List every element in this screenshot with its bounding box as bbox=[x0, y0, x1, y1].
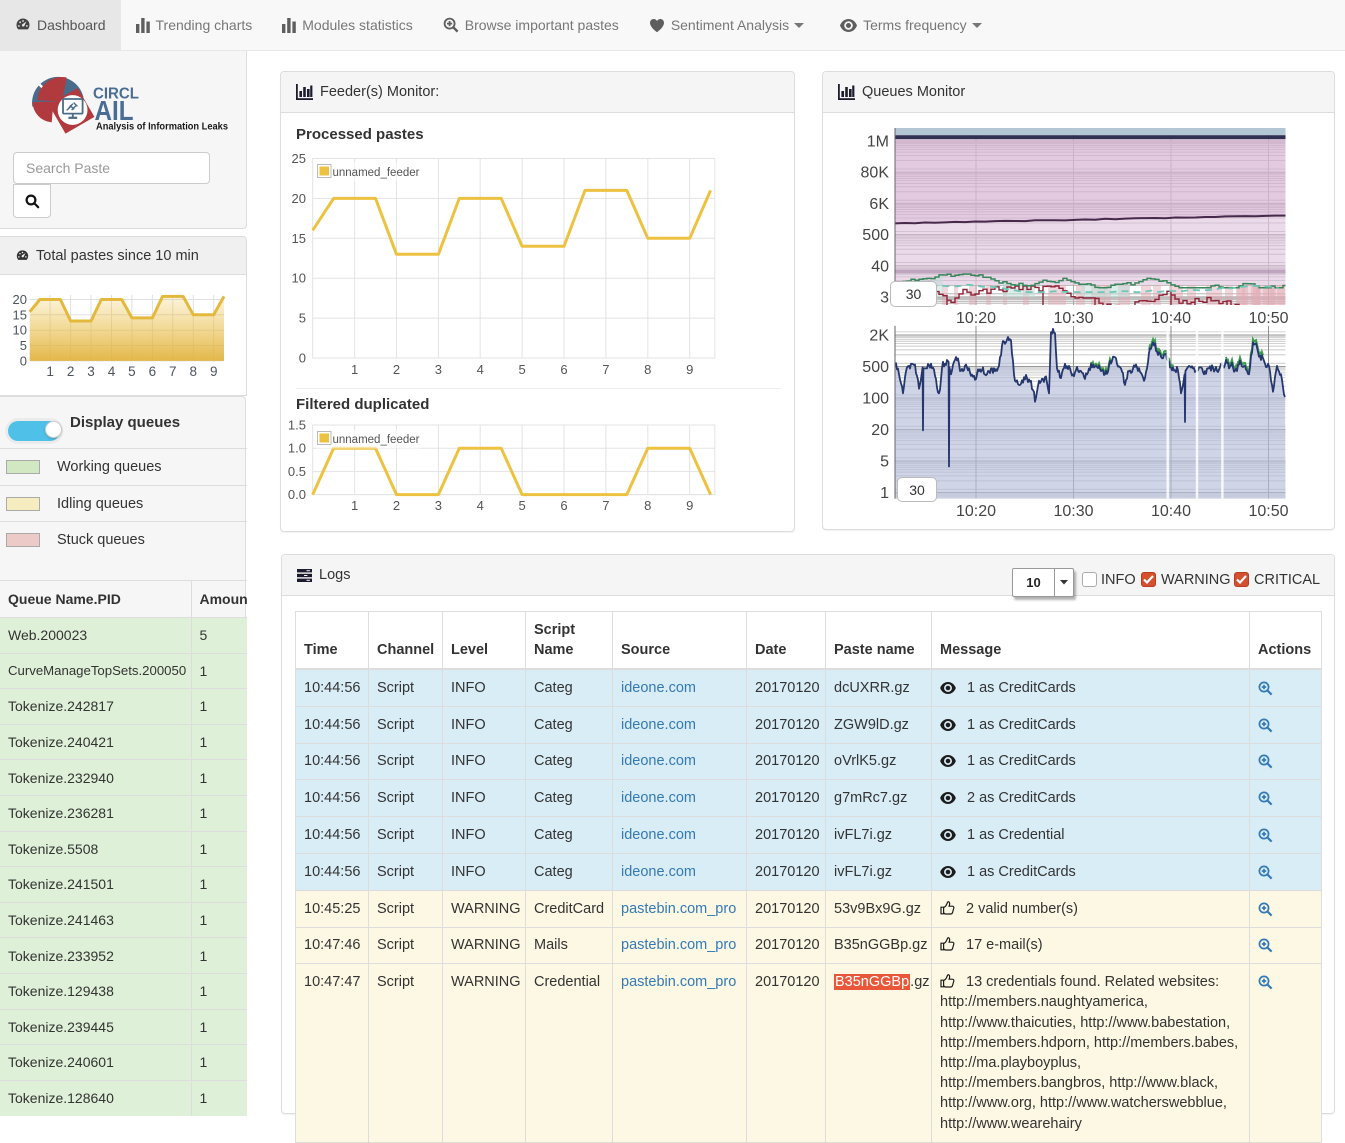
svg-text:20: 20 bbox=[13, 292, 27, 307]
svg-text:10:50: 10:50 bbox=[1248, 503, 1288, 520]
svg-text:10: 10 bbox=[292, 271, 306, 286]
svg-text:10:30: 10:30 bbox=[1053, 310, 1093, 327]
svg-text:15: 15 bbox=[13, 307, 27, 322]
svg-text:1.5: 1.5 bbox=[288, 418, 306, 433]
svg-text:4: 4 bbox=[477, 498, 484, 513]
svg-text:Analysis of Information Leaks: Analysis of Information Leaks bbox=[96, 122, 228, 133]
svg-text:40: 40 bbox=[871, 258, 889, 275]
svg-text:100: 100 bbox=[862, 391, 889, 408]
svg-text:2: 2 bbox=[67, 364, 75, 379]
svg-text:5: 5 bbox=[299, 311, 306, 326]
svg-text:1.0: 1.0 bbox=[288, 441, 306, 456]
svg-text:3: 3 bbox=[87, 364, 95, 379]
svg-text:10: 10 bbox=[13, 323, 27, 338]
svg-text:8: 8 bbox=[190, 364, 198, 379]
svg-text:9: 9 bbox=[686, 362, 693, 377]
svg-text:10:40: 10:40 bbox=[1151, 503, 1191, 520]
svg-text:AIL: AIL bbox=[95, 95, 134, 126]
svg-text:15: 15 bbox=[292, 231, 306, 246]
svg-text:CIRCL: CIRCL bbox=[93, 86, 139, 103]
svg-text:80K: 80K bbox=[861, 165, 890, 182]
svg-text:7: 7 bbox=[169, 364, 177, 379]
svg-text:0: 0 bbox=[299, 351, 306, 366]
svg-text:0.5: 0.5 bbox=[288, 464, 306, 479]
svg-text:10:40: 10:40 bbox=[1151, 310, 1191, 327]
svg-text:8: 8 bbox=[644, 498, 651, 513]
svg-text:10:20: 10:20 bbox=[956, 503, 996, 520]
svg-text:2: 2 bbox=[393, 362, 400, 377]
svg-text:1M: 1M bbox=[867, 134, 889, 151]
svg-text:5: 5 bbox=[128, 364, 136, 379]
svg-text:1: 1 bbox=[351, 498, 358, 513]
svg-text:500: 500 bbox=[862, 359, 889, 376]
svg-text:unnamed_feeder: unnamed_feeder bbox=[333, 434, 420, 446]
svg-text:7: 7 bbox=[602, 362, 609, 377]
svg-text:3: 3 bbox=[880, 290, 889, 307]
svg-text:10:50: 10:50 bbox=[1248, 310, 1288, 327]
svg-text:2K: 2K bbox=[869, 328, 889, 345]
svg-text:0.0: 0.0 bbox=[288, 487, 306, 502]
svg-text:20: 20 bbox=[871, 422, 889, 439]
svg-text:5: 5 bbox=[20, 338, 27, 353]
svg-text:25: 25 bbox=[292, 151, 306, 166]
svg-text:5: 5 bbox=[518, 362, 525, 377]
svg-text:unnamed_feeder: unnamed_feeder bbox=[333, 167, 420, 179]
svg-text:6K: 6K bbox=[869, 196, 889, 213]
svg-text:1: 1 bbox=[880, 485, 889, 502]
svg-text:6: 6 bbox=[560, 498, 567, 513]
svg-text:6: 6 bbox=[149, 364, 157, 379]
svg-text:9: 9 bbox=[686, 498, 693, 513]
svg-text:8: 8 bbox=[644, 362, 651, 377]
svg-text:10:20: 10:20 bbox=[956, 310, 996, 327]
svg-text:1: 1 bbox=[351, 362, 358, 377]
svg-text:10:30: 10:30 bbox=[1053, 503, 1093, 520]
svg-text:2: 2 bbox=[393, 498, 400, 513]
svg-text:5: 5 bbox=[880, 454, 889, 471]
svg-text:9: 9 bbox=[210, 364, 218, 379]
svg-text:20: 20 bbox=[292, 191, 306, 206]
svg-text:6: 6 bbox=[560, 362, 567, 377]
svg-text:7: 7 bbox=[602, 498, 609, 513]
svg-text:5: 5 bbox=[518, 498, 525, 513]
svg-text:4: 4 bbox=[477, 362, 484, 377]
svg-text:3: 3 bbox=[435, 498, 442, 513]
svg-text:4: 4 bbox=[108, 364, 116, 379]
svg-text:0: 0 bbox=[20, 353, 27, 368]
svg-text:1: 1 bbox=[46, 364, 54, 379]
svg-text:3: 3 bbox=[435, 362, 442, 377]
svg-text:500: 500 bbox=[862, 227, 889, 244]
